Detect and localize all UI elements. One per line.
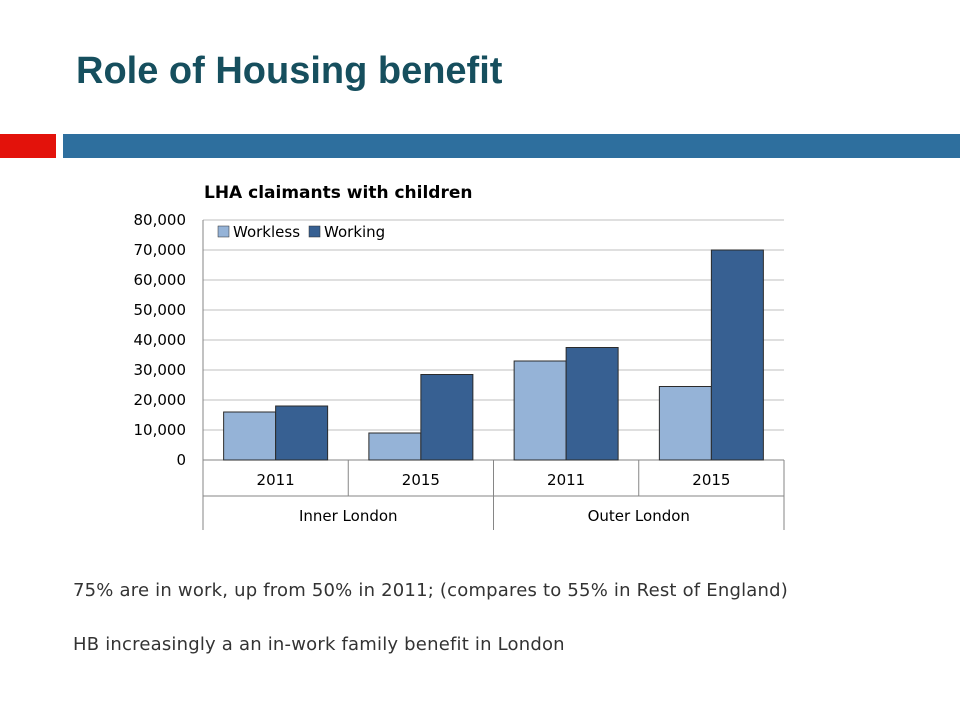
bar-working — [275, 405, 329, 461]
bar-working — [565, 347, 619, 461]
caption-in-work-benefit: HB increasingly a an in-work family bene… — [73, 634, 565, 655]
legend-swatch — [308, 225, 321, 238]
caption-work-share: 75% are in work, up from 50% in 2011; (c… — [73, 580, 788, 601]
bar-workless — [513, 360, 567, 461]
y-tick-label: 60,000 — [134, 271, 187, 289]
legend-label: Working — [324, 223, 385, 241]
accent-bar-blue — [63, 134, 960, 158]
x-tick-label: 2011 — [547, 471, 585, 489]
y-tick-label: 50,000 — [134, 301, 187, 319]
bar-workless — [368, 432, 422, 461]
bar-workless — [223, 411, 277, 461]
x-tick-label: 2015 — [402, 471, 440, 489]
lha-bar-chart: LHA claimants with children 0 10,000 20,000… — [134, 183, 785, 530]
bar-working — [710, 249, 764, 461]
y-tick-label: 40,000 — [134, 331, 187, 349]
x-tick-label: 2015 — [692, 471, 730, 489]
y-tick-label: 0 — [176, 451, 186, 469]
y-tick-label: 80,000 — [134, 211, 187, 229]
x-tick-label: 2011 — [257, 471, 295, 489]
y-tick-label: 20,000 — [134, 391, 187, 409]
bar-working — [420, 374, 474, 461]
slide-title: Role of Housing benefit — [76, 50, 503, 92]
legend-label: Workless — [233, 223, 300, 241]
group-label: Inner London — [299, 507, 398, 525]
y-tick-label: 70,000 — [134, 241, 187, 259]
group-label: Outer London — [588, 507, 690, 525]
chart-title: LHA claimants with children — [204, 183, 473, 203]
y-tick-label: 30,000 — [134, 361, 187, 379]
accent-bar-red — [0, 134, 56, 158]
legend-swatch — [217, 225, 230, 238]
bar-workless — [658, 386, 712, 461]
y-tick-label: 10,000 — [134, 421, 187, 439]
